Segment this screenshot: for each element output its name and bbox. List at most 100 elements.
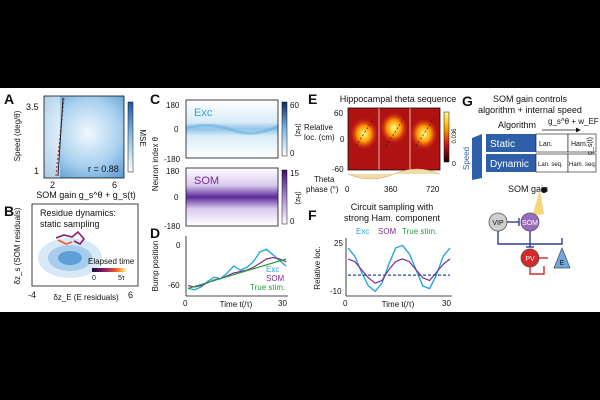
theta-frame xyxy=(347,107,441,171)
sweep-line-1 xyxy=(355,117,375,147)
exc-cbar-top: 60 xyxy=(290,101,299,110)
c-ytick-som-0: 0 xyxy=(174,193,179,202)
e-neuron xyxy=(553,246,571,269)
dynamic-lan-text: Lan. seq. xyxy=(538,162,563,168)
gs-label: g_s(t) xyxy=(587,137,594,155)
f-ylabel: Relative loc. xyxy=(313,246,322,290)
static-row-name xyxy=(486,134,536,152)
e-ylabel-1: Relative xyxy=(304,123,333,132)
d-ylabel: Bump position xyxy=(151,241,160,292)
e-phase-label-2: phase (°) xyxy=(306,185,339,194)
vip-label: VIP xyxy=(492,220,504,227)
b-title-1: Residue dynamics: xyxy=(40,208,116,218)
speed-wedge xyxy=(472,134,482,180)
e-xtick-360: 360 xyxy=(384,185,398,194)
pv-label: PV xyxy=(525,256,535,263)
panel-label-f: F xyxy=(308,207,317,223)
series-line-som xyxy=(347,258,451,284)
exc-cbar-unit: (Hz) xyxy=(294,123,301,136)
theta-cbar-top: 0.036 xyxy=(452,128,458,144)
som-cbar-bottom: 0 xyxy=(290,217,295,226)
f-ytick-m10: -10 xyxy=(330,287,342,296)
c-ytick-som-m180: -180 xyxy=(164,222,181,231)
panel-g: G SOM gain controls algorithm + internal… xyxy=(462,93,599,275)
e-phase-label: Theta xyxy=(314,175,335,184)
chart-d xyxy=(185,236,288,297)
theta-blob-3 xyxy=(410,118,438,150)
panel-d: D 0 -60 0 30 Bump position Time t(/τ) Ex… xyxy=(150,225,288,309)
d-xtick-0: 0 xyxy=(183,299,188,308)
panel-e: E Hippocampal theta sequence 60 0 -60 Re… xyxy=(304,91,458,194)
speed-label: Speed xyxy=(462,147,471,170)
sweep-line-3 xyxy=(415,117,435,147)
static-ham-cell xyxy=(567,133,597,153)
figure-strip: A r = 0.88 3.5 1 2 6 Speed (deg/θ) SOM g… xyxy=(0,88,600,312)
f-legend-som: SOM xyxy=(378,227,397,236)
pv-self-loop xyxy=(529,266,545,275)
panel-label-d: D xyxy=(150,225,160,241)
series-line-true-stim xyxy=(187,258,287,289)
som-neuron-label: SOM xyxy=(522,220,538,227)
mse-low-region xyxy=(44,96,60,178)
theta-blob-1 xyxy=(350,118,378,150)
algorithm-formula: g_s^θ + w_EF xyxy=(548,117,599,126)
static-ham-text: Ham. xyxy=(571,141,588,148)
b-ylabel: δz_s (SOM residuals) xyxy=(13,207,22,284)
panel-c: C Exc SOM 180 0 -180 180 0 -180 Neuron i… xyxy=(150,91,301,231)
static-label: Static xyxy=(490,139,515,150)
mse-colorbar xyxy=(127,101,134,173)
exc-colorbar xyxy=(281,101,288,157)
c-ylabel: Neuron index θ xyxy=(151,136,160,191)
dynamic-ham-text: Ham. seq. xyxy=(569,162,597,168)
d-xtick-30: 30 xyxy=(278,299,287,308)
e-label: E xyxy=(560,260,565,267)
dynamic-row-name xyxy=(486,154,536,172)
som-gain-label: SOM gain xyxy=(508,184,548,194)
som-raster xyxy=(186,168,278,226)
c-ytick-exc-180: 180 xyxy=(166,101,180,110)
panel-label-c: C xyxy=(150,91,160,107)
panel-label-a: A xyxy=(4,91,14,107)
ridge-line xyxy=(57,97,64,177)
density-contour-inner xyxy=(58,251,82,265)
som-cbar-top: 15 xyxy=(290,169,299,178)
b-x-tick-right: 6 xyxy=(128,290,133,300)
theta-blob-2 xyxy=(380,112,408,144)
g-title-1: SOM gain controls xyxy=(493,94,568,104)
a-xlabel: SOM gain g_s^θ + g_s(t) xyxy=(36,190,136,200)
e-ytick-60: 60 xyxy=(334,109,343,118)
r-value: r = 0.88 xyxy=(88,164,119,174)
f-title-2: strong Ham. component xyxy=(344,213,441,223)
c-ytick-exc-m180: -180 xyxy=(164,155,181,164)
f-xlabel: Time t(/τ) xyxy=(382,300,415,309)
series-line-exc xyxy=(347,244,451,293)
y-tick-top: 3.5 xyxy=(26,102,39,112)
exc-cbar-bottom: 0 xyxy=(290,149,295,158)
d-legend-stim: True stim. xyxy=(250,283,285,292)
elapsed-colorbar xyxy=(92,268,126,272)
e-xtick-720: 720 xyxy=(426,185,440,194)
exc-bump-trace xyxy=(185,123,279,135)
b-xlabel: δz_E (E residuals) xyxy=(53,293,119,302)
panel-label-e: E xyxy=(308,91,317,107)
som-colorbar xyxy=(281,169,288,225)
panel-label-g: G xyxy=(462,93,473,109)
e-ytick-0: 0 xyxy=(340,135,345,144)
d-ytick-m60: -60 xyxy=(168,281,180,290)
series-line-som xyxy=(187,256,287,288)
b-title-2: static sampling xyxy=(40,219,100,229)
a-ylabel: Speed (deg/θ) xyxy=(13,110,22,161)
sweep-line-2 xyxy=(385,117,405,147)
x-tick-left: 2 xyxy=(50,180,55,190)
e-xtick-0: 0 xyxy=(345,185,350,194)
d-legend-som: SOM xyxy=(266,274,285,283)
e-ytick-m60: -60 xyxy=(332,165,344,174)
c-ytick-som-180: 180 xyxy=(166,167,180,176)
som-raster-frame xyxy=(185,167,279,227)
theta-cbar-bottom: 0 xyxy=(452,161,456,168)
f-ytick-25: 25 xyxy=(334,239,343,248)
c-ytick-exc-0: 0 xyxy=(174,125,179,134)
panel-label-b: B xyxy=(4,203,14,219)
som-cbar-unit: (Hz) xyxy=(294,191,301,204)
f-xtick-0: 0 xyxy=(343,299,348,308)
